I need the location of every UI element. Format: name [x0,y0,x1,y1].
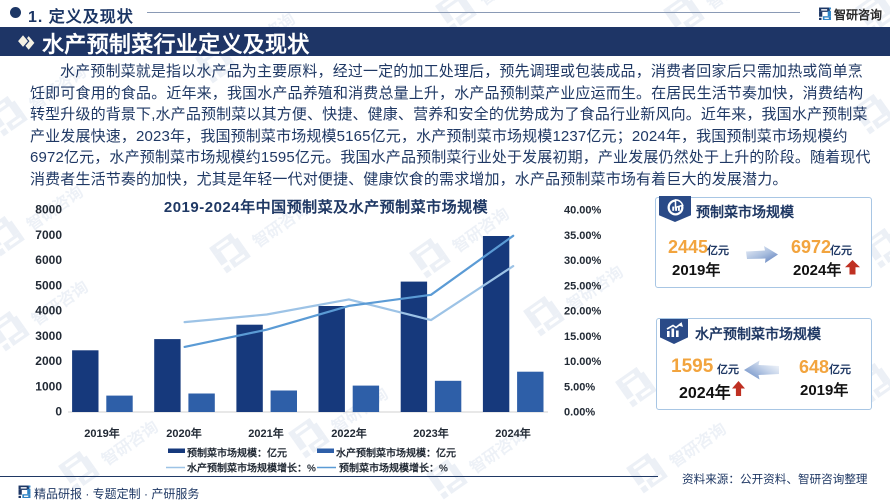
svg-text:水产预制菜市场规模增长：%: 水产预制菜市场规模增长：% [186,462,316,475]
svg-text:7000: 7000 [35,228,62,242]
svg-text:6000: 6000 [35,253,62,267]
svg-text:3000: 3000 [35,329,62,343]
svg-text:2023年: 2023年 [413,426,448,440]
svg-text:2020年: 2020年 [166,426,201,440]
svg-text:0: 0 [55,405,62,419]
svg-text:5000: 5000 [35,278,62,292]
svg-text:25.00%: 25.00% [564,280,602,292]
svg-text:2021年: 2021年 [248,426,283,440]
svg-text:1000: 1000 [35,379,62,393]
svg-text:2019年: 2019年 [84,426,119,440]
svg-text:2019-2024年中国预制菜及水产预制菜市场规模: 2019-2024年中国预制菜及水产预制菜市场规模 [164,198,489,216]
svg-text:2000: 2000 [35,354,62,368]
svg-text:预制菜市场规模增长：%: 预制菜市场规模增长：% [339,462,448,475]
svg-text:35.00%: 35.00% [564,230,602,242]
svg-text:10.00%: 10.00% [564,356,602,368]
svg-text:40.00%: 40.00% [564,205,602,217]
svg-text:8000: 8000 [35,203,62,217]
svg-text:30.00%: 30.00% [564,255,602,267]
svg-text:2022年: 2022年 [331,426,366,440]
svg-text:2024年: 2024年 [495,426,530,440]
svg-text:水产预制菜市场规模：亿元: 水产预制菜市场规模：亿元 [335,447,456,460]
svg-text:预制菜市场规模：亿元: 预制菜市场规模：亿元 [187,447,287,460]
svg-text:20.00%: 20.00% [564,306,602,318]
svg-text:0.00%: 0.00% [564,407,595,419]
svg-text:5.00%: 5.00% [564,381,595,393]
svg-text:15.00%: 15.00% [564,331,602,343]
svg-text:4000: 4000 [35,304,62,318]
